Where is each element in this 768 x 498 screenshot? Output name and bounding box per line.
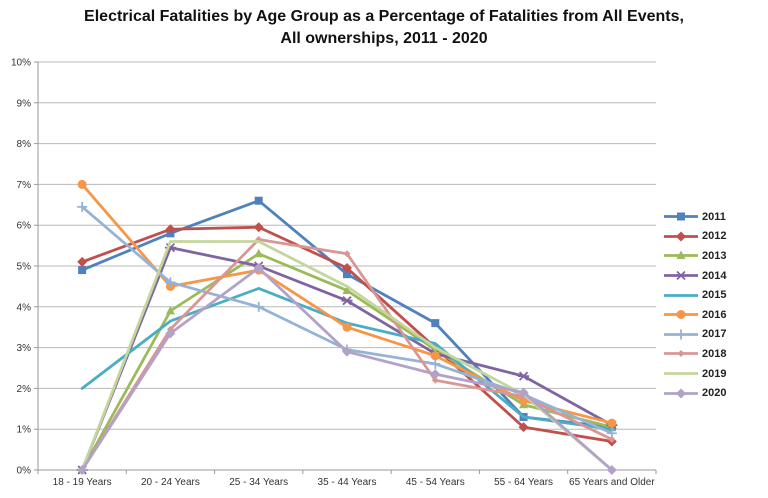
y-axis-tick-label: 3% (17, 343, 32, 354)
plus-marker-icon (676, 329, 686, 340)
legend-label-2011: 2011 (702, 210, 726, 223)
diamond-small-marker-icon (677, 350, 685, 358)
y-axis-tick-label: 1% (17, 425, 32, 436)
series-2013-marker (165, 305, 175, 315)
series-2011-marker (431, 319, 440, 328)
series-2017-marker (430, 358, 441, 369)
y-axis-tick-label: 6% (17, 221, 32, 232)
legend-item-2016: 2016 (664, 305, 726, 325)
y-axis-tick-label: 9% (17, 98, 32, 109)
legend-item-2019: 2019 (664, 364, 726, 384)
legend-item-2012: 2012 (664, 227, 726, 247)
triangle-marker-icon (676, 250, 686, 260)
series-2020-marker (77, 465, 88, 475)
x-axis-category-label: 55 - 64 Years (494, 477, 553, 488)
series-2020-marker (518, 387, 529, 398)
legend-label-2012: 2012 (702, 230, 727, 243)
legend-swatch-2013 (664, 250, 698, 260)
legend-item-2013: 2013 (664, 246, 726, 266)
diamond-marker-icon (676, 231, 686, 242)
series-2012-marker (165, 224, 176, 235)
series-2013-marker (342, 285, 352, 294)
series-2012-marker (518, 422, 529, 433)
legend-label-2014: 2014 (702, 269, 727, 282)
series-2011-marker (78, 266, 87, 275)
legend: 2011 2012 2013 2014 2015 2016 2017 2018 2019 2020 (664, 207, 726, 403)
x-axis-category-label: 18 - 19 Years (53, 477, 112, 488)
series-line-2012 (80, 225, 614, 443)
legend-item-2011: 2011 (664, 207, 726, 227)
legend-label-2015: 2015 (702, 289, 727, 302)
series-2014-marker (341, 296, 353, 306)
circle-marker-icon (676, 310, 686, 320)
series-line-2016 (80, 182, 614, 425)
legend-label-2019: 2019 (702, 367, 727, 380)
series-2017-marker (165, 277, 176, 288)
y-axis-tick-label: 7% (17, 180, 32, 191)
y-axis-tick-label: 10% (11, 58, 31, 69)
series-2017-marker (253, 301, 264, 312)
legend-item-2020: 2020 (664, 383, 726, 403)
series-2020-marker (342, 346, 352, 357)
square-marker-icon (677, 212, 685, 221)
legend-item-2014: 2014 (664, 266, 726, 286)
series-2016-marker (342, 322, 352, 332)
x-axis-category-label: 45 - 54 Years (406, 477, 465, 488)
legend-label-2016: 2016 (702, 308, 727, 321)
legend-label-2020: 2020 (702, 387, 727, 400)
x-marker-icon (675, 270, 687, 281)
series-2020-marker (606, 465, 617, 475)
legend-swatch-2016 (664, 310, 698, 320)
series-2011-marker (254, 196, 263, 205)
legend-swatch-2020 (664, 388, 698, 399)
y-axis-tick-label: 2% (17, 384, 32, 395)
x-axis-category-label: 65 Years and Older (569, 477, 655, 488)
series-2020-marker (430, 369, 441, 380)
legend-label-2013: 2013 (702, 249, 727, 262)
series-2018-marker (431, 376, 439, 384)
series-2020-marker (165, 328, 176, 339)
legend-label-2017: 2017 (702, 328, 727, 341)
y-axis-tick-label: 4% (17, 302, 32, 313)
x-axis-category-label: 35 - 44 Years (318, 477, 377, 488)
legend-swatch-2017 (664, 329, 698, 340)
chart-title: Electrical Fatalities by Age Group as a … (84, 8, 684, 47)
series-line-2014 (80, 246, 614, 472)
legend-swatch-2015 (664, 293, 698, 297)
series-2013-marker (254, 248, 264, 258)
diamond-marker-icon (676, 388, 686, 399)
legend-label-2018: 2018 (702, 347, 727, 360)
series-2012-marker (77, 256, 88, 267)
y-axis-tick-label: 0% (17, 466, 32, 477)
legend-swatch-2014 (664, 270, 698, 281)
series-2016-marker (430, 351, 440, 361)
series-2016-marker (77, 179, 87, 189)
series-2018-marker (608, 435, 616, 443)
series-line-2011 (80, 199, 614, 429)
x-axis-category-label: 20 - 24 Years (141, 477, 200, 488)
y-axis-tick-label: 5% (17, 262, 32, 273)
legend-swatch-2012 (664, 231, 698, 242)
series-line-2020 (80, 266, 614, 472)
y-axis-tick-label: 8% (17, 139, 32, 150)
legend-item-2017: 2017 (664, 325, 726, 345)
series-2011-marker (343, 270, 351, 279)
legend-swatch-2011 (664, 212, 698, 221)
series-2012-marker (253, 222, 264, 233)
series-2012-marker (342, 263, 352, 274)
legend-item-2015: 2015 (664, 285, 726, 305)
series-2018-marker (343, 250, 351, 258)
x-axis-category-label: 25 - 34 Years (229, 477, 288, 488)
series-2020-marker (253, 263, 264, 274)
legend-item-2018: 2018 (664, 344, 726, 364)
series-2017-marker (77, 201, 88, 212)
legend-swatch-2018 (664, 350, 698, 358)
series-2014-marker (518, 371, 530, 381)
series-2016-marker (607, 418, 617, 428)
legend-swatch-2019 (664, 372, 698, 375)
